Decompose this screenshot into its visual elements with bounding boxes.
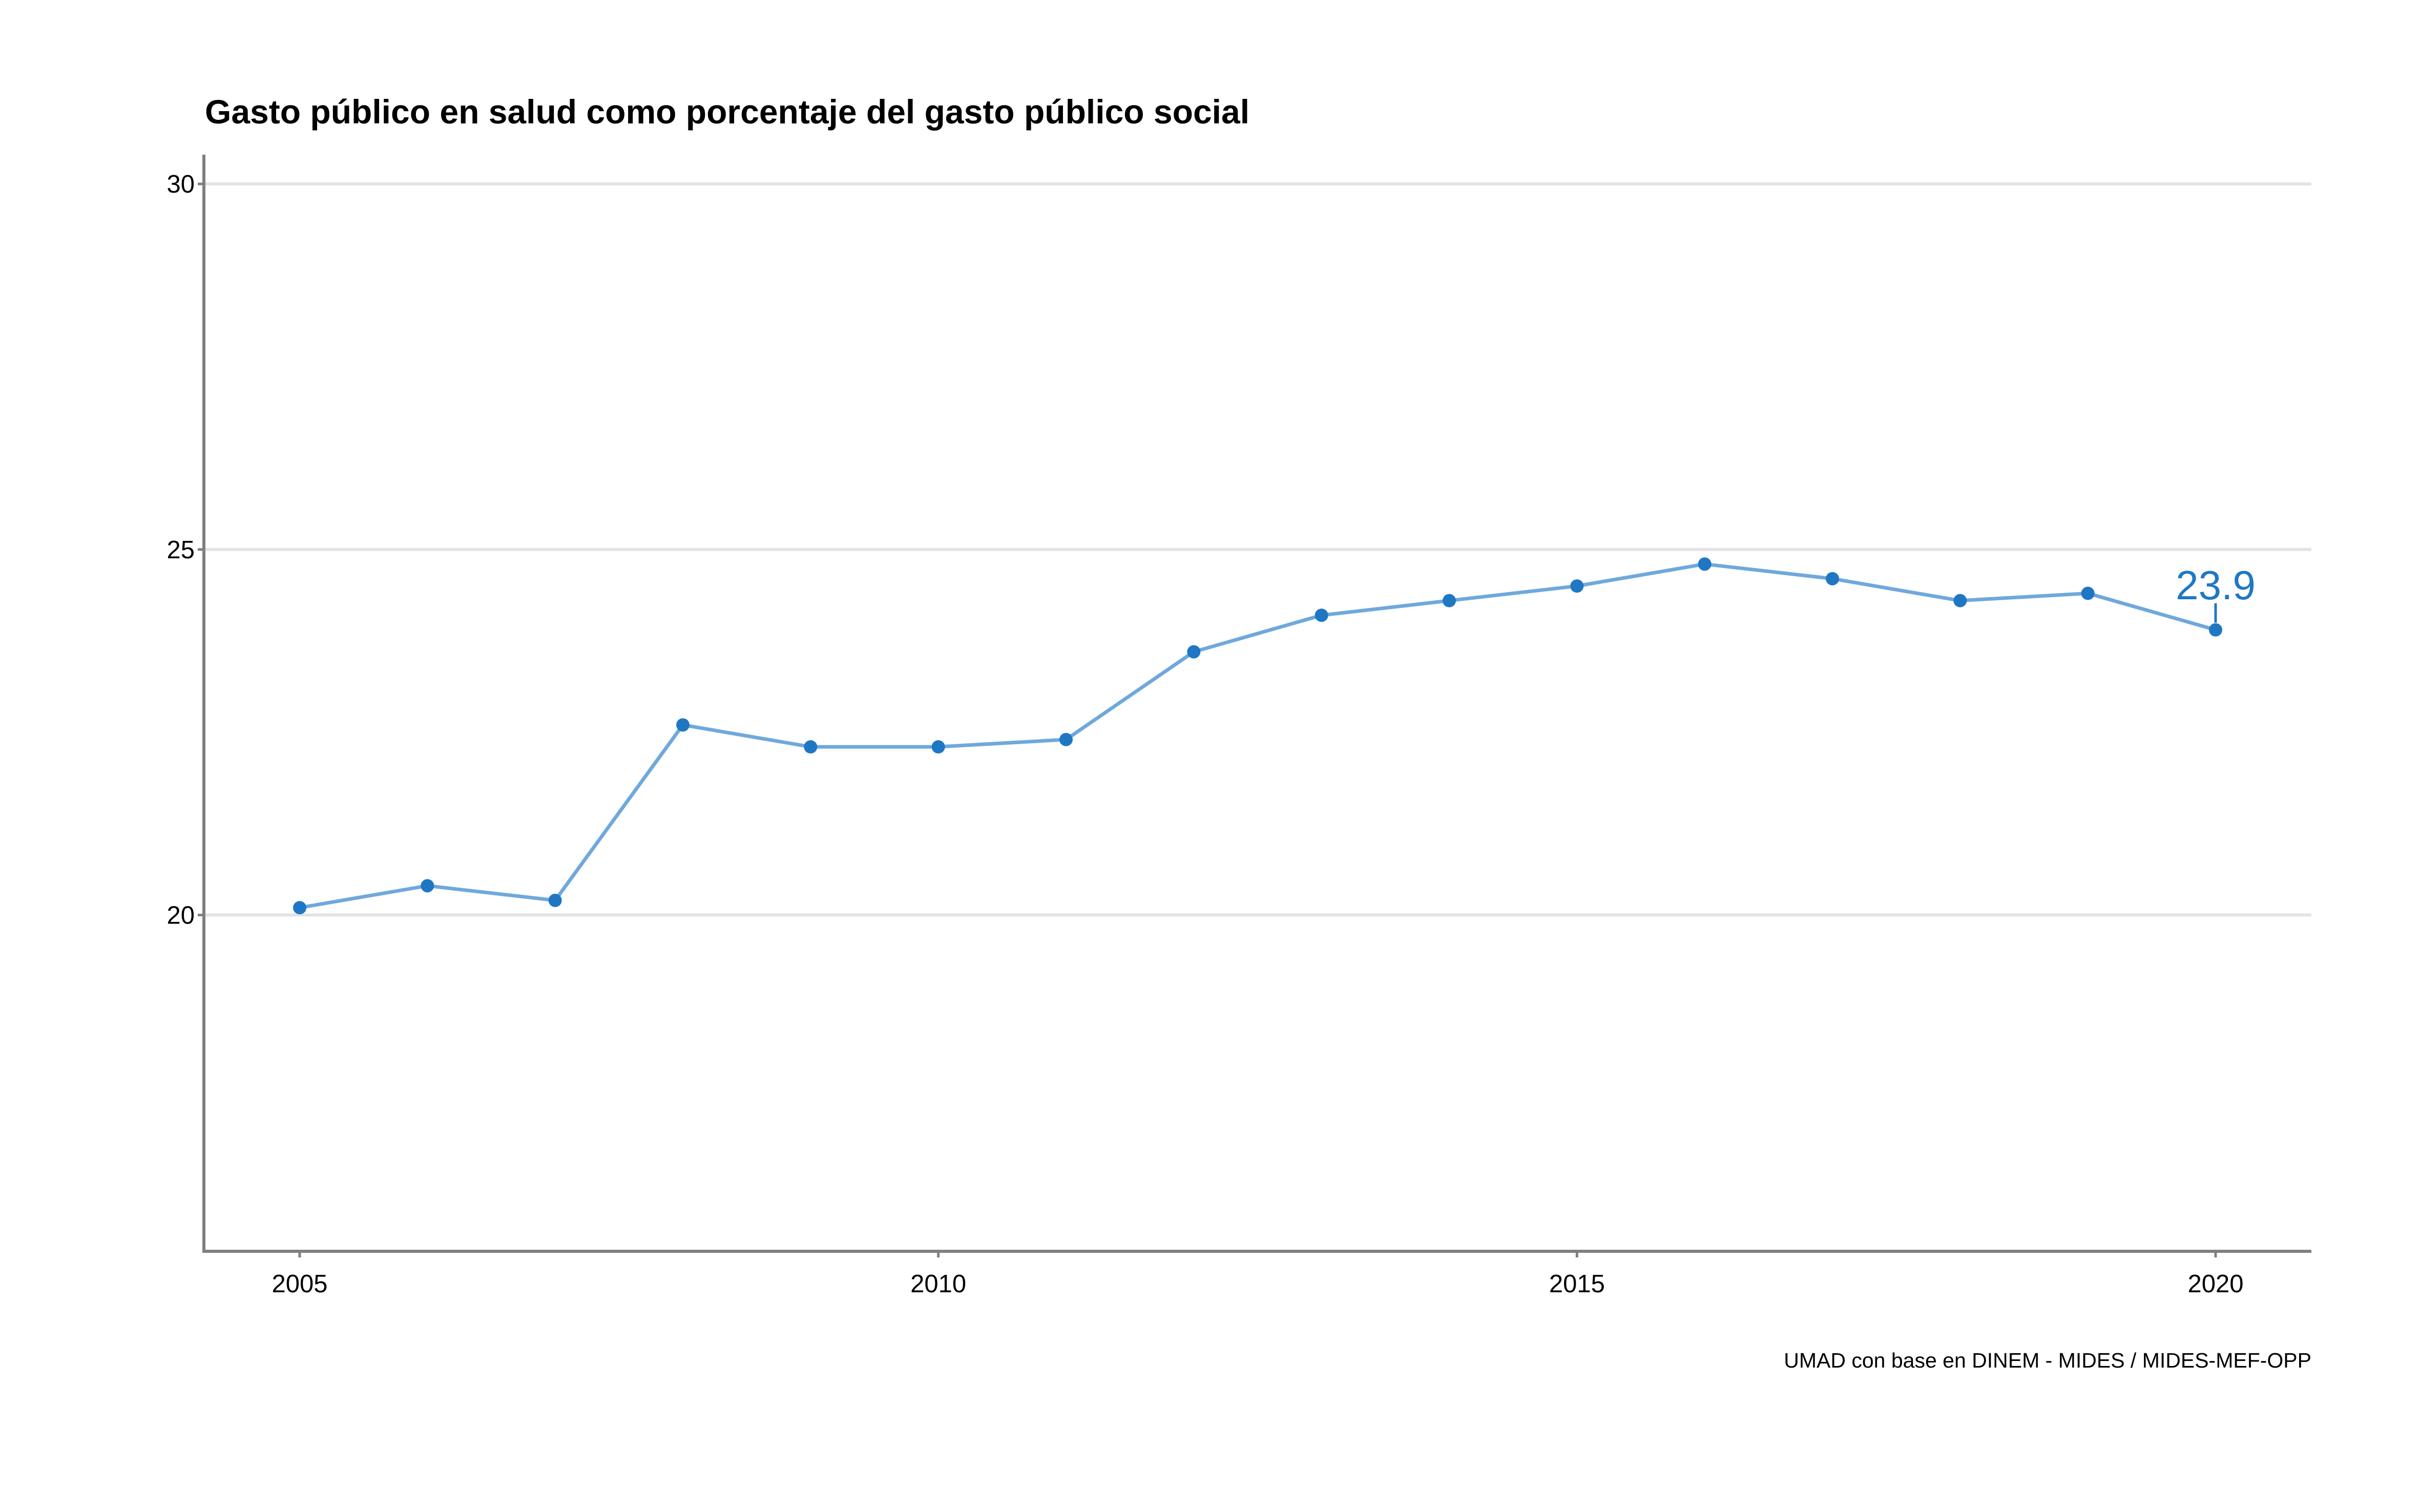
data-point xyxy=(2209,623,2222,637)
data-point xyxy=(548,893,562,907)
y-axis-ticks: 20 25 30 xyxy=(166,171,204,929)
data-point xyxy=(1443,594,1456,607)
data-point xyxy=(1698,557,1712,571)
data-point xyxy=(1187,645,1201,659)
data-point xyxy=(1315,608,1328,622)
data-point xyxy=(1570,579,1584,593)
data-point xyxy=(804,740,818,754)
data-point xyxy=(1953,594,1967,607)
chart-caption: UMAD con base en DINEM - MIDES / MIDES-M… xyxy=(1784,1349,2311,1372)
data-point xyxy=(676,718,690,732)
data-label: 23.9 xyxy=(2176,562,2256,608)
chart-title: Gasto público en salud como porcentaje d… xyxy=(205,93,1249,131)
data-point xyxy=(293,901,306,915)
data-point xyxy=(421,879,434,893)
y-tick-label: 25 xyxy=(166,536,195,564)
x-tick-label: 2005 xyxy=(272,1270,327,1298)
data-point xyxy=(2081,586,2095,600)
data-point xyxy=(931,740,945,754)
x-tick-label: 2015 xyxy=(1549,1270,1605,1298)
data-point xyxy=(1059,732,1073,746)
y-tick-label: 30 xyxy=(166,171,195,198)
gridlines xyxy=(204,182,2311,917)
y-tick-label: 20 xyxy=(166,901,195,929)
x-axis-ticks: 2005 2010 2015 2020 xyxy=(272,1251,2244,1298)
series-line xyxy=(299,562,2216,910)
x-tick-label: 2010 xyxy=(910,1270,966,1298)
series-group: 23.9 xyxy=(293,557,2256,915)
x-tick-label: 2020 xyxy=(2187,1270,2243,1298)
data-point xyxy=(1826,572,1839,585)
